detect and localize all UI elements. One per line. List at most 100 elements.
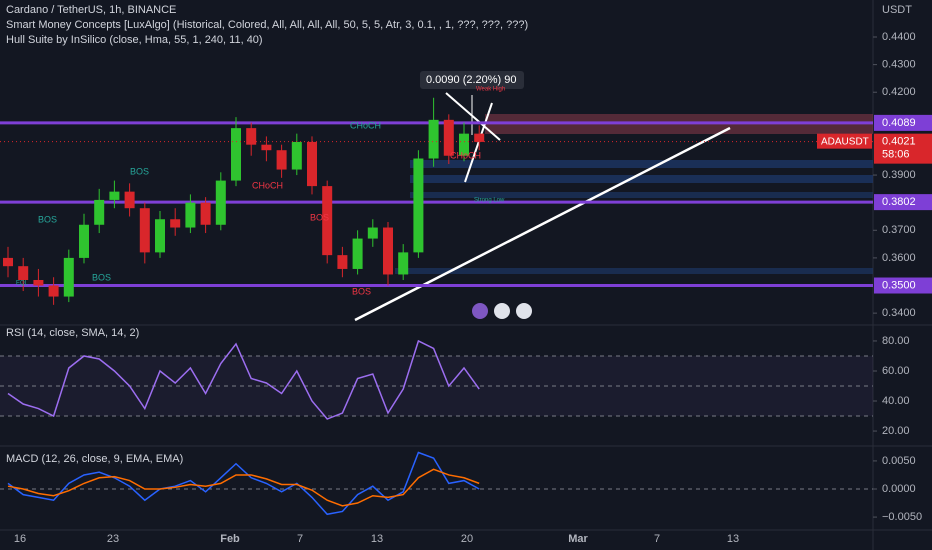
candle-body	[3, 257, 13, 267]
y-tick-label: 0.3600	[882, 252, 916, 264]
candle-body	[200, 202, 211, 225]
level-tag	[874, 277, 932, 294]
y-tick-label: 0.0000	[882, 483, 916, 495]
x-tick-label: 13	[371, 533, 383, 545]
series-line	[7, 451, 480, 516]
candle-body	[18, 266, 29, 280]
level-label: 0.3500	[882, 279, 916, 291]
candle-body	[215, 180, 226, 225]
candle-body	[459, 133, 469, 156]
smc-label: Strong Low	[474, 198, 505, 204]
candle-body	[322, 186, 333, 256]
y-tick-label: 0.4300	[882, 59, 916, 71]
x-tick-label: Feb	[220, 533, 240, 545]
y-tick-label: 0.3400	[882, 307, 916, 319]
event-icon[interactable]	[494, 303, 510, 319]
candle-body	[94, 199, 105, 225]
y-tick-label: −0.0050	[882, 511, 922, 523]
x-tick-label: 7	[297, 533, 303, 545]
candle-body	[307, 141, 317, 187]
pattern-line	[464, 102, 493, 183]
smc-label: BOS	[130, 166, 149, 176]
candle-body	[109, 191, 120, 200]
measure-text: 0.0090 (2.20%) 90	[426, 74, 517, 86]
smc-label: EQL	[16, 281, 29, 287]
demand-zone	[410, 160, 873, 168]
y-tick-label: 40.00	[882, 395, 910, 407]
candle-body	[231, 128, 241, 181]
panel-title: MACD (12, 26, close, 9, EMA, EMA)	[6, 453, 183, 465]
series-line	[7, 339, 480, 420]
candle-body	[367, 227, 378, 239]
candle-body	[383, 227, 393, 275]
candle-body	[48, 285, 59, 297]
smc-label: BOS	[310, 212, 329, 222]
smc-label: CHoCH	[252, 180, 283, 190]
smc-label: BOS	[38, 214, 57, 224]
candle-body	[33, 279, 44, 286]
level-tag	[874, 194, 932, 211]
candle-body	[413, 158, 424, 253]
demand-zone	[395, 268, 873, 274]
x-tick-label: Mar	[568, 533, 588, 545]
smc-label: Weak High	[476, 87, 505, 93]
price-tag	[874, 133, 932, 164]
series-line	[7, 468, 480, 507]
indicator-legend: Hull Suite by InSilico (close, Hma, 55, …	[6, 34, 263, 46]
x-tick-label: 20	[461, 533, 473, 545]
measure-tooltip	[420, 71, 524, 89]
smc-label: BOS	[92, 272, 111, 282]
y-tick-label: 80.00	[882, 335, 910, 347]
pattern-line	[445, 92, 501, 141]
countdown: 58:06	[882, 149, 910, 161]
y-tick-label: 0.0050	[882, 455, 916, 467]
currency: USDT	[882, 4, 912, 16]
candle-body	[155, 219, 165, 253]
trend-line	[354, 126, 731, 322]
candle-body	[276, 150, 287, 170]
candle-body	[124, 191, 135, 209]
symbol-label: ADAUSDT	[821, 136, 869, 147]
chart-title: Cardano / TetherUS, 1h, BINANCE	[6, 4, 176, 16]
last-price-label: 0.4021	[882, 136, 916, 148]
indicator-legend: Smart Money Concepts [LuxAlgo] (Historic…	[6, 19, 528, 31]
smc-label: CHoCH	[450, 150, 481, 160]
smc-label: BOS	[352, 286, 371, 296]
candle-body	[474, 133, 485, 142]
y-tick-label: 0.3900	[882, 169, 916, 181]
y-tick-label: 0.3700	[882, 224, 916, 236]
y-tick-label: 0.4400	[882, 31, 916, 43]
candle-body	[79, 224, 89, 258]
candle-body	[428, 119, 439, 159]
candle-body	[261, 144, 272, 151]
smc-label: CHoCH	[350, 120, 381, 130]
level-tag	[874, 114, 932, 131]
event-icon[interactable]	[516, 303, 532, 319]
y-tick-label: 20.00	[882, 425, 910, 437]
candle-body	[63, 257, 74, 297]
candle-body	[443, 119, 454, 156]
candle-body	[398, 252, 409, 275]
level-label: 0.3802	[882, 196, 916, 208]
candle-body	[337, 255, 348, 269]
y-tick-label: 0.4200	[882, 86, 916, 98]
event-icon[interactable]	[472, 303, 488, 319]
symbol-tag	[817, 133, 872, 149]
candle-body	[246, 128, 257, 145]
x-tick-label: 23	[107, 533, 119, 545]
level-label: 0.4089	[882, 117, 916, 129]
x-tick-label: 16	[14, 533, 26, 545]
panel-title: RSI (14, close, SMA, 14, 2)	[6, 327, 139, 339]
x-tick-label: 7	[654, 533, 660, 545]
demand-zone	[410, 192, 873, 198]
candle-body	[291, 141, 302, 170]
y-tick-label: 60.00	[882, 365, 910, 377]
x-tick-label: 13	[727, 533, 739, 545]
candle-body	[352, 238, 363, 269]
candle-body	[185, 202, 196, 228]
candle-body	[170, 219, 181, 228]
candle-body	[139, 208, 150, 253]
demand-zone	[410, 175, 873, 183]
